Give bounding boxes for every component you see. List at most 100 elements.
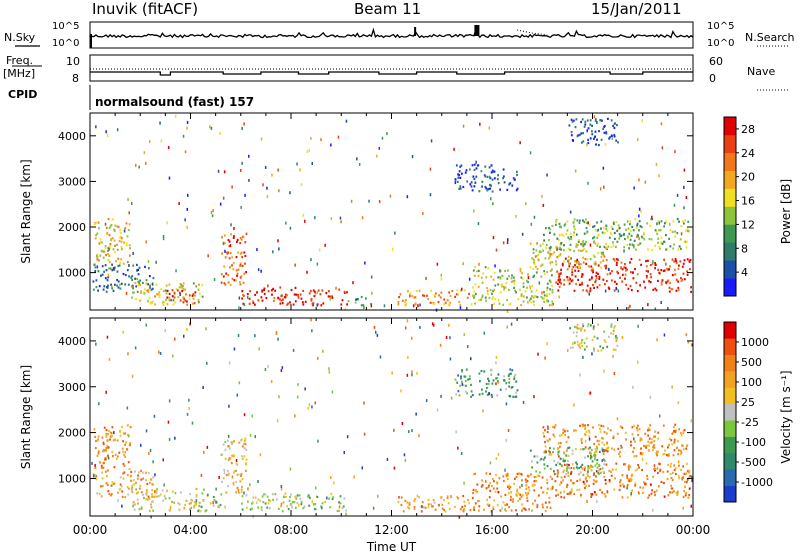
power-data-cell xyxy=(162,289,165,293)
power-data-cell xyxy=(182,285,184,288)
velocity-data-cell xyxy=(592,482,595,485)
velocity-data-cell xyxy=(107,433,109,436)
power-data-cell xyxy=(592,283,594,287)
power-data-cell xyxy=(632,277,635,280)
velocity-data-cell xyxy=(564,463,566,466)
velocity-data-cell xyxy=(634,484,637,487)
power-data-cell xyxy=(136,269,138,272)
velocity-data-cell xyxy=(495,473,497,476)
power-data-cell xyxy=(449,301,452,304)
velocity-data-cell xyxy=(507,477,509,480)
power-data-cell xyxy=(580,249,582,252)
power-data-cell xyxy=(188,297,191,300)
velocity-data-cell xyxy=(546,425,549,428)
power-data-cell xyxy=(178,286,181,289)
velocity-data-cell xyxy=(109,435,112,438)
power-data-cell xyxy=(589,258,592,261)
velocity-data-cell xyxy=(590,495,593,498)
velocity-data-cell xyxy=(521,503,523,506)
velocity-data-cell xyxy=(650,483,652,486)
power-data-cell xyxy=(679,238,682,241)
power-data-cell xyxy=(574,169,577,173)
power-data-cell xyxy=(361,216,364,220)
velocity-data-cell xyxy=(317,356,319,360)
power-data-cell xyxy=(282,298,284,301)
velocity-data-cell xyxy=(504,508,506,512)
power-data-cell xyxy=(481,294,484,297)
velocity-data-cell xyxy=(136,498,139,501)
power-data-cell xyxy=(168,292,171,295)
velocity-data-cell xyxy=(633,447,636,450)
power-data-cell xyxy=(231,185,233,189)
velocity-data-cell xyxy=(189,493,192,496)
power-data-cell xyxy=(260,296,263,299)
velocity-data-cell xyxy=(95,439,97,443)
velocity-data-cell xyxy=(114,438,116,441)
velocity-data-cell xyxy=(575,335,578,338)
velocity-data-cell xyxy=(612,329,615,332)
power-data-cell xyxy=(538,251,541,254)
power-data-cell xyxy=(431,301,434,304)
power-data-cell xyxy=(625,269,627,272)
power-data-cell xyxy=(619,235,622,238)
velocity-data-cell xyxy=(284,492,287,495)
velocity-data-cell xyxy=(642,486,645,489)
velocity-data-cell xyxy=(485,479,487,483)
velocity-data-cell xyxy=(443,499,445,502)
velocity-data-cell xyxy=(143,496,145,499)
velocity-data-cell xyxy=(539,459,542,462)
velocity-data-cell xyxy=(243,491,245,495)
power-data-cell xyxy=(248,178,250,182)
power-data-cell xyxy=(546,289,548,292)
power-data-cell xyxy=(240,275,243,278)
power-data-cell xyxy=(601,119,603,122)
noise-right-tick-low: 10^0 xyxy=(707,38,735,49)
power-data-cell xyxy=(96,256,99,259)
velocity-data-cell xyxy=(606,345,609,348)
power-data-cell xyxy=(589,119,592,122)
velocity-data-cell xyxy=(257,506,259,509)
power-data-cell xyxy=(596,244,599,247)
power-data-cell xyxy=(158,296,161,299)
velocity-data-cell xyxy=(601,441,604,444)
power-data-cell xyxy=(599,245,601,248)
velocity-data-cell xyxy=(171,500,174,504)
velocity-data-cell xyxy=(654,467,656,470)
velocity-data-cell xyxy=(456,381,459,384)
power-data-cell xyxy=(628,306,630,310)
power-data-cell xyxy=(175,269,177,273)
velocity-data-cell xyxy=(190,506,193,510)
velocity-data-cell xyxy=(587,325,589,328)
power-data-cell xyxy=(162,300,165,303)
power-data-cell xyxy=(607,117,609,120)
velocity-data-cell xyxy=(673,440,676,443)
velocity-data-cell xyxy=(245,462,247,466)
power-data-cell xyxy=(613,126,616,129)
power-data-cell xyxy=(631,243,634,246)
power-data-cell xyxy=(461,287,463,291)
power-data-cell xyxy=(397,302,400,305)
power-data-cell xyxy=(114,224,117,227)
velocity-data-cell xyxy=(470,390,473,393)
velocity-data-cell xyxy=(373,325,376,329)
velocity-data-cell xyxy=(119,483,122,486)
velocity-data-cell xyxy=(227,485,230,488)
velocity-data-cell xyxy=(241,495,244,498)
power-data-cell xyxy=(638,207,641,211)
power-data-cell xyxy=(244,262,246,265)
velocity-data-cell xyxy=(110,494,112,497)
power-data-cell xyxy=(194,294,196,297)
velocity-data-cell xyxy=(400,504,403,507)
power-data-cell xyxy=(535,295,538,298)
power-data-cell xyxy=(294,300,297,303)
velocity-data-cell xyxy=(485,487,488,490)
power-data-cell xyxy=(248,297,251,300)
velocity-data-cell xyxy=(240,491,243,494)
velocity-data-cell xyxy=(525,484,528,487)
power-data-cell xyxy=(240,238,243,241)
velocity-data-cell xyxy=(487,486,490,489)
power-data-cell xyxy=(103,285,106,288)
velocity-data-cell xyxy=(161,489,164,492)
power-data-cell xyxy=(616,261,618,264)
velocity-data-cell xyxy=(266,506,269,509)
